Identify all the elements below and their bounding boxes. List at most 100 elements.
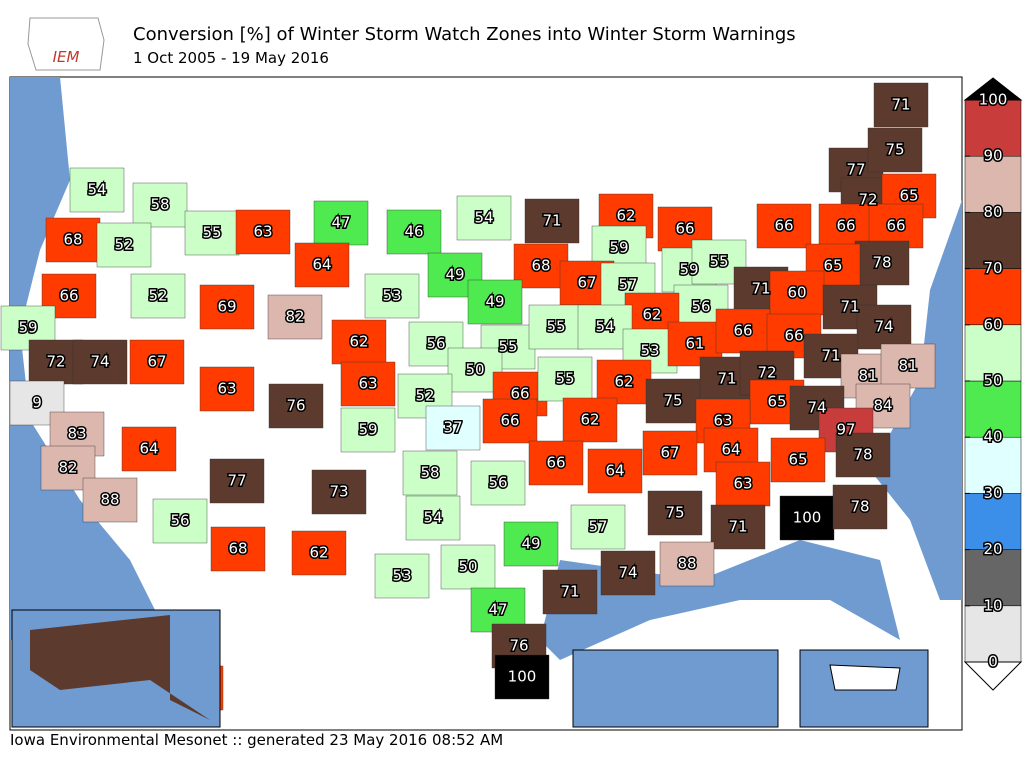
region-label: 66 — [675, 220, 694, 238]
legend: 0 10 20 30 40 50 60 70 80 90 100 — [963, 77, 1023, 691]
region-label: 74 — [90, 353, 109, 371]
region-label: 54 — [474, 209, 493, 227]
region — [340, 407, 396, 453]
region-label: 69 — [217, 298, 236, 316]
region-label: 71 — [821, 347, 840, 365]
region-label: 56 — [488, 474, 507, 492]
region — [130, 273, 186, 319]
region-label: 66 — [886, 217, 905, 235]
region-label: 59 — [679, 261, 698, 279]
region-label: 68 — [63, 231, 82, 249]
region-label: 65 — [788, 451, 807, 469]
region — [600, 550, 656, 596]
region-label: 82 — [58, 459, 77, 477]
region-label: 62 — [309, 544, 328, 562]
region-label: 64 — [605, 462, 624, 480]
region-label: 100 — [793, 509, 822, 527]
region-label: 83 — [67, 425, 86, 443]
region — [524, 198, 580, 244]
region-label: 71 — [560, 583, 579, 601]
region-label: 74 — [874, 318, 893, 336]
region-label: 65 — [899, 187, 918, 205]
region-label: 47 — [488, 601, 507, 619]
insets — [11, 609, 929, 728]
region-label: 72 — [858, 191, 877, 209]
region — [402, 450, 458, 496]
region-label: 64 — [721, 441, 740, 459]
region — [470, 460, 526, 506]
region — [405, 495, 461, 541]
region — [494, 654, 550, 700]
region-label: 50 — [458, 558, 477, 576]
region-label: 77 — [227, 472, 246, 490]
region — [710, 504, 766, 550]
region — [868, 203, 924, 249]
region-label: 71 — [891, 96, 910, 114]
region — [715, 308, 771, 354]
region-label: 74 — [618, 564, 637, 582]
region-label: 81 — [858, 367, 877, 385]
region — [268, 383, 324, 429]
region-label: 60 — [787, 284, 806, 302]
region — [267, 294, 323, 340]
legend-bin — [964, 268, 1022, 326]
region-label: 55 — [709, 253, 728, 271]
region-label: 66 — [59, 287, 78, 305]
region-label: 75 — [885, 141, 904, 159]
region-label: 9 — [32, 394, 42, 412]
region-label: 64 — [139, 440, 158, 458]
region — [132, 182, 188, 228]
region-label: 57 — [618, 276, 637, 294]
region — [199, 366, 255, 412]
region — [513, 243, 569, 289]
region — [467, 279, 523, 325]
region-label: 63 — [733, 475, 752, 493]
region-label: 88 — [677, 555, 696, 573]
region — [835, 432, 891, 478]
region-label: 97 — [836, 421, 855, 439]
region-label: 100 — [508, 668, 537, 686]
region-label: 52 — [114, 236, 133, 254]
region — [542, 569, 598, 615]
region-label: 77 — [846, 161, 865, 179]
region-label: 67 — [660, 444, 679, 462]
region — [867, 127, 923, 173]
region-label: 55 — [202, 224, 221, 242]
region-label: 66 — [836, 217, 855, 235]
region — [440, 544, 496, 590]
region-label: 61 — [685, 335, 704, 353]
legend-bin — [964, 549, 1022, 607]
region-label: 71 — [542, 212, 561, 230]
region-label: 63 — [713, 412, 732, 430]
region — [294, 242, 350, 288]
region — [69, 167, 125, 213]
region-label: 67 — [147, 353, 166, 371]
region-label: 59 — [358, 421, 377, 439]
region-label: 74 — [807, 399, 826, 417]
region-label: 63 — [217, 380, 236, 398]
region-label: 72 — [757, 364, 776, 382]
region-label: 71 — [751, 280, 770, 298]
legend-tick-label: 80 — [983, 203, 1002, 221]
region-label: 66 — [774, 217, 793, 235]
region — [331, 319, 387, 365]
legend-tick-label: 30 — [983, 484, 1002, 502]
region — [642, 430, 698, 476]
title: Conversion [%] of Winter Storm Watch Zon… — [133, 24, 796, 45]
region — [184, 210, 240, 256]
region-label: 75 — [663, 392, 682, 410]
region — [854, 240, 910, 286]
region-label: 62 — [614, 373, 633, 391]
region-label: 65 — [823, 257, 842, 275]
region — [313, 200, 369, 246]
region — [72, 339, 128, 385]
region-label: 67 — [577, 274, 596, 292]
region-label: 88 — [100, 491, 119, 509]
region — [503, 521, 559, 567]
region-label: 78 — [853, 446, 872, 464]
region — [779, 495, 835, 541]
legend-bin — [964, 436, 1022, 494]
region-label: 56 — [170, 512, 189, 530]
region-label: 47 — [331, 214, 350, 232]
